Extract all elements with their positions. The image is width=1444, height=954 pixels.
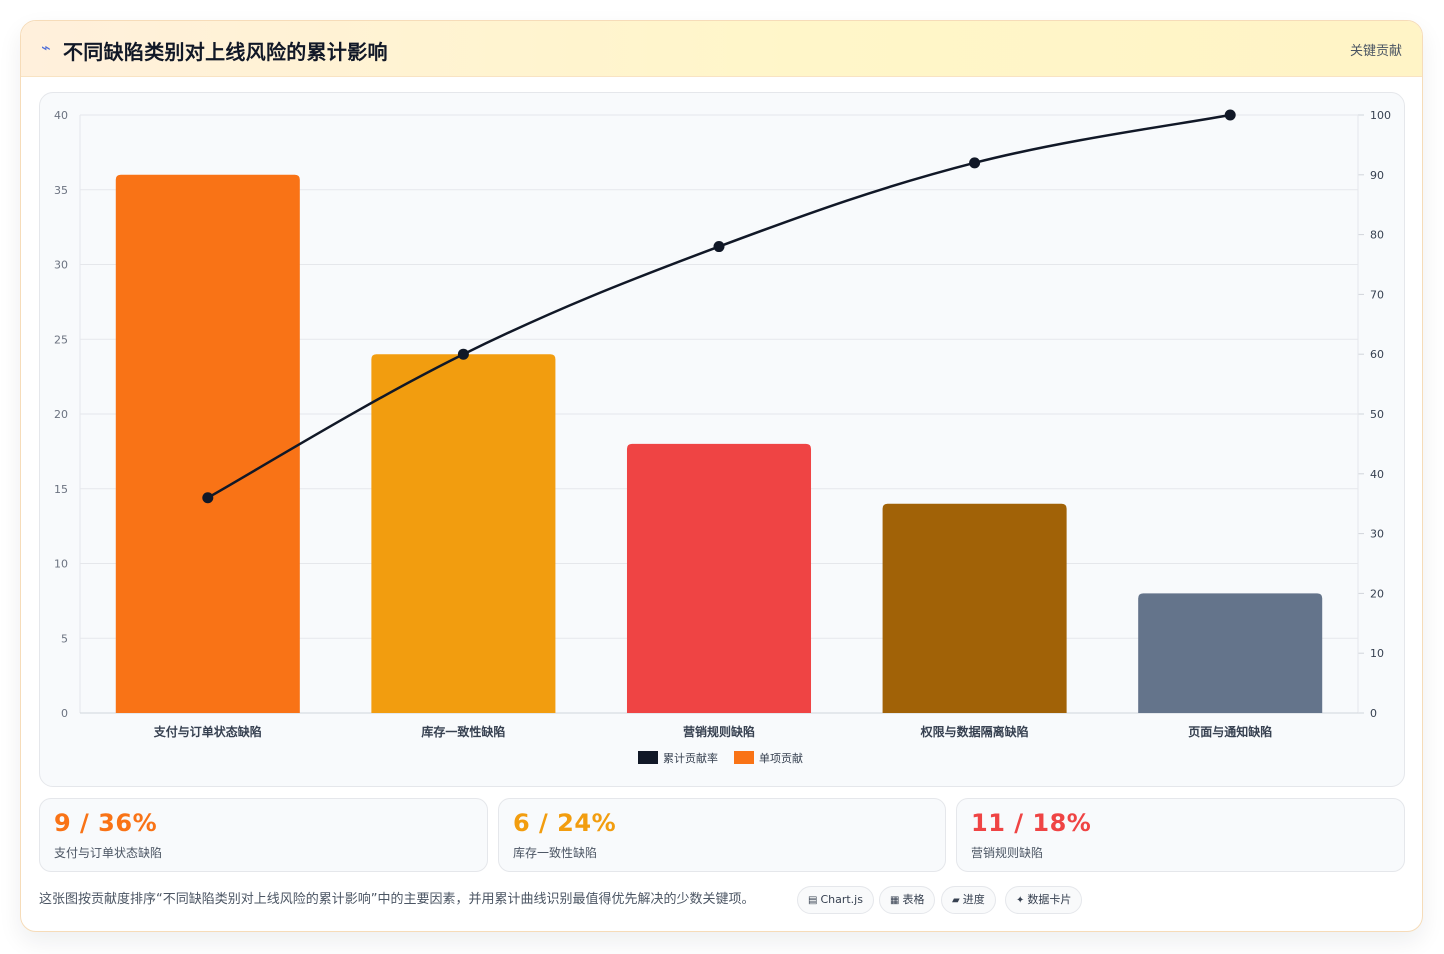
progress-icon: ▰	[952, 895, 960, 906]
x-tick-label: 页面与通知缺陷	[1188, 724, 1272, 739]
tag-chartjs[interactable]: ▤ Chart.js	[797, 886, 874, 914]
bar	[115, 174, 300, 714]
cumulative-point	[457, 348, 469, 360]
stat-card-2: 6 / 24% 库存一致性缺陷	[498, 798, 946, 872]
bar	[1138, 593, 1323, 713]
table-icon: ▦	[890, 895, 900, 906]
y-right-tick-label: 60	[1370, 348, 1384, 361]
card-icon: ✦	[1016, 895, 1025, 906]
tag-label: 进度	[962, 893, 985, 906]
stat-value: 11 / 18%	[971, 809, 1092, 837]
y-left-tick-label: 40	[54, 109, 68, 122]
bar	[626, 443, 812, 713]
y-right-tick-label: 90	[1370, 169, 1384, 182]
chart-panel: 0 5 10 15 20 25 30 35 40 0 10 20 30 40 50 60 70 80 90 100 支付…	[39, 92, 1405, 787]
tag-table[interactable]: ▦ 表格	[879, 886, 936, 914]
y-left-tick-label: 0	[61, 707, 68, 720]
bar	[371, 354, 556, 713]
chart-icon: ▤	[808, 895, 818, 906]
y-right-tick-label: 100	[1370, 109, 1391, 122]
tag-data-card[interactable]: ✦ 数据卡片	[1005, 886, 1083, 914]
chart-title: 不同缺陷类别对上线风险的累计影响	[63, 40, 388, 64]
x-tick-label: 支付与订单状态缺陷	[153, 724, 262, 739]
cumulative-point	[202, 492, 214, 504]
tag-label: Chart.js	[820, 893, 863, 906]
card-header: ⌁ 不同缺陷类别对上线风险的累计影响 关键贡献	[21, 21, 1422, 77]
x-tick-label: 营销规则缺陷	[683, 724, 755, 739]
stat-card-1: 9 / 36% 支付与订单状态缺陷	[39, 798, 488, 872]
y-left-tick-label: 15	[54, 483, 68, 496]
y-left-tick-label: 25	[54, 333, 68, 346]
y-left-tick-label: 30	[54, 259, 68, 272]
stat-value: 6 / 24%	[513, 809, 617, 837]
cumulative-point	[1224, 109, 1236, 121]
cumulative-point	[969, 157, 981, 169]
y-left-tick-label: 35	[54, 184, 68, 197]
y-right-tick-label: 0	[1370, 707, 1377, 720]
stat-value: 9 / 36%	[54, 809, 158, 837]
legend-label: 累计贡献率	[663, 751, 718, 765]
cumulative-line	[207, 113, 1231, 499]
bar	[882, 503, 1067, 713]
x-tick-label: 权限与数据隔离缺陷	[920, 724, 1029, 739]
y-right-tick-label: 70	[1370, 288, 1384, 301]
legend-swatch	[638, 751, 658, 764]
y-right-tick-label: 80	[1370, 229, 1384, 242]
stat-label: 库存一致性缺陷	[513, 846, 598, 860]
y-right-tick-label: 10	[1370, 647, 1384, 660]
stat-label: 支付与订单状态缺陷	[54, 846, 163, 860]
key-contribution-badge: 关键贡献	[1349, 44, 1402, 59]
tag-label: 数据卡片	[1027, 893, 1072, 906]
y-right-tick-label: 20	[1370, 587, 1384, 600]
y-right-tick-label: 30	[1370, 528, 1384, 541]
chart-description: 这张图按贡献度排序“不同缺陷类别对上线风险的累计影响”中的主要因素，并用累计曲线…	[39, 892, 755, 907]
y-left-tick-label: 20	[54, 408, 68, 421]
y-left-tick-label: 5	[61, 632, 68, 645]
x-tick-label: 库存一致性缺陷	[421, 724, 505, 739]
cumulative-point	[713, 241, 725, 253]
y-right-tick-label: 40	[1370, 468, 1384, 481]
legend-label: 单项贡献	[759, 751, 803, 765]
pareto-chart: 0 5 10 15 20 25 30 35 40 0 10 20 30 40 50 60 70 80 90 100 支付…	[54, 109, 1391, 765]
tag-progress[interactable]: ▰ 进度	[941, 886, 996, 914]
tag-label: 表格	[902, 893, 925, 906]
y-right-tick-label: 50	[1370, 408, 1384, 421]
stat-label: 营销规则缺陷	[971, 846, 1044, 860]
stat-card-3: 11 / 18% 营销规则缺陷	[956, 798, 1405, 872]
y-left-tick-label: 10	[54, 558, 68, 571]
legend-swatch	[734, 751, 754, 764]
lightning-icon: ⌁	[41, 38, 51, 57]
chart-card: ⌁ 不同缺陷类别对上线风险的累计影响 关键贡献 0 5 10 15 20 25 30 35 40…	[20, 20, 1423, 932]
